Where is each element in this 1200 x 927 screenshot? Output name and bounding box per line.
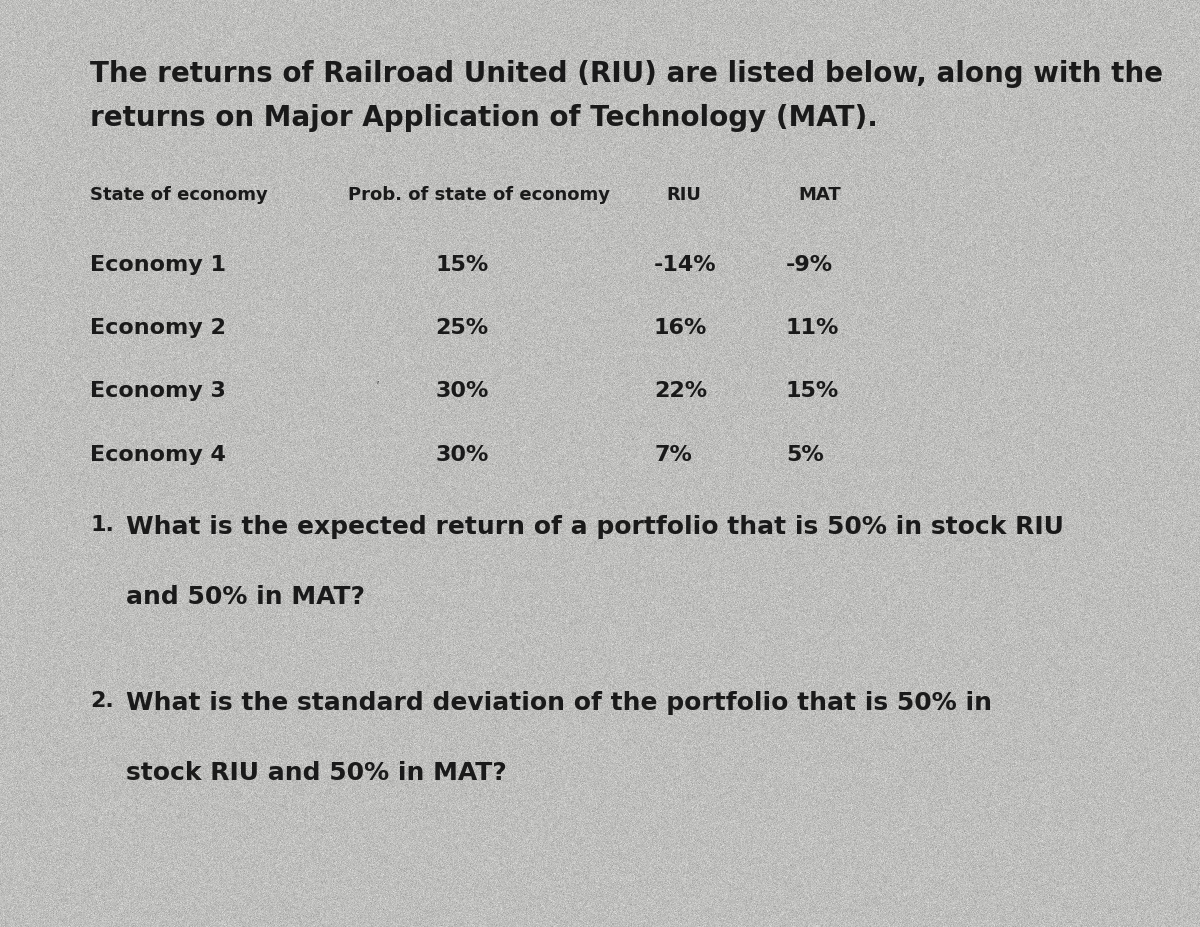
Text: Economy 3: Economy 3 bbox=[90, 381, 226, 401]
Text: 2.: 2. bbox=[90, 691, 114, 711]
Text: RIU: RIU bbox=[666, 185, 701, 203]
Text: and 50% in MAT?: and 50% in MAT? bbox=[126, 584, 365, 608]
Text: What is the expected return of a portfolio that is 50% in stock RIU: What is the expected return of a portfol… bbox=[126, 514, 1064, 539]
Text: stock RIU and 50% in MAT?: stock RIU and 50% in MAT? bbox=[126, 760, 506, 784]
Text: 30%: 30% bbox=[436, 444, 488, 464]
Text: 1.: 1. bbox=[90, 514, 114, 535]
Text: -9%: -9% bbox=[786, 255, 833, 275]
Text: Economy 1: Economy 1 bbox=[90, 255, 226, 275]
Text: 11%: 11% bbox=[786, 318, 839, 338]
Text: 7%: 7% bbox=[654, 444, 692, 464]
Text: returns on Major Application of Technology (MAT).: returns on Major Application of Technolo… bbox=[90, 104, 878, 132]
Text: The returns of Railroad United (RIU) are listed below, along with the: The returns of Railroad United (RIU) are… bbox=[90, 60, 1163, 88]
Text: 5%: 5% bbox=[786, 444, 823, 464]
Text: 30%: 30% bbox=[436, 381, 488, 401]
Text: State of economy: State of economy bbox=[90, 185, 268, 203]
Text: Economy 2: Economy 2 bbox=[90, 318, 226, 338]
Text: What is the standard deviation of the portfolio that is 50% in: What is the standard deviation of the po… bbox=[126, 691, 992, 715]
Text: Economy 4: Economy 4 bbox=[90, 444, 226, 464]
Text: Prob. of state of economy: Prob. of state of economy bbox=[348, 185, 610, 203]
Text: MAT: MAT bbox=[798, 185, 841, 203]
Text: 15%: 15% bbox=[786, 381, 839, 401]
Text: -14%: -14% bbox=[654, 255, 716, 275]
Text: 15%: 15% bbox=[436, 255, 488, 275]
Text: 25%: 25% bbox=[436, 318, 488, 338]
Text: 16%: 16% bbox=[654, 318, 707, 338]
Text: 22%: 22% bbox=[654, 381, 707, 401]
Text: ’: ’ bbox=[376, 379, 379, 392]
